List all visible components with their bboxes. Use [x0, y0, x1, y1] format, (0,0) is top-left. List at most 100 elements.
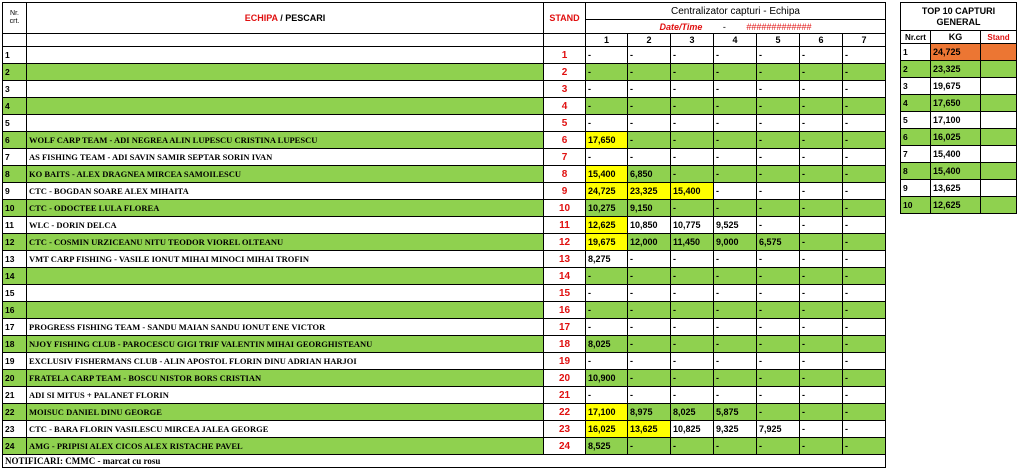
- catches-table: Nr. crt. ECHIPA / PESCARI STAND Centrali…: [2, 2, 886, 468]
- table-row: 16 16- - - - - - -: [2, 301, 886, 319]
- row-number: 24: [2, 437, 27, 455]
- stand-number: 17: [543, 318, 586, 336]
- row-number: 13: [2, 250, 27, 268]
- team-name: [26, 63, 544, 81]
- top10-row: 1 24,725: [900, 43, 1017, 61]
- stand-number: 14: [543, 267, 586, 285]
- catch-value: -: [799, 352, 843, 370]
- catch-value: -: [585, 80, 628, 98]
- table-row: 15 15- - - - - - -: [2, 284, 886, 302]
- top10-stand: [980, 77, 1017, 95]
- catch-value: -: [713, 335, 757, 353]
- table-row: 8 KO BAITS - ALEX DRAGNEA MIRCEA SAMOILES…: [2, 165, 886, 183]
- day-header: 2: [627, 33, 671, 47]
- catch-value: 11,450: [670, 233, 714, 251]
- top10-row: 2 23,325: [900, 60, 1017, 78]
- catch-value: -: [670, 369, 714, 387]
- stand-number: 5: [543, 114, 586, 132]
- catch-value: 5,875: [713, 403, 757, 421]
- catch-value: 8,975: [627, 403, 671, 421]
- team-name: CTC - BOGDAN SOARE ALEX MIHAITA: [26, 182, 544, 200]
- table-row: 6 WOLF CARP TEAM - ADI NEGREA ALIN LUPESC…: [2, 131, 886, 149]
- team-name: WOLF CARP TEAM - ADI NEGREA ALIN LUPESCU…: [26, 131, 544, 149]
- top10-stand: [980, 43, 1017, 61]
- catch-value: -: [627, 63, 671, 81]
- catch-value: -: [842, 403, 886, 421]
- team-name: CTC - BARA FLORIN VASILESCU MIRCEA JALEA…: [26, 420, 544, 438]
- top10-rank: 10: [900, 196, 931, 214]
- echipa-label: ECHIPA: [244, 12, 278, 23]
- catch-value: 10,275: [585, 199, 628, 217]
- catch-value: -: [842, 301, 886, 319]
- stand-number: 24: [543, 437, 586, 455]
- catch-value: -: [842, 369, 886, 387]
- catch-value: -: [842, 182, 886, 200]
- row-number: 1: [2, 46, 27, 64]
- catch-value: -: [585, 148, 628, 166]
- catch-value: -: [670, 131, 714, 149]
- catch-value: -: [799, 318, 843, 336]
- catch-value: -: [670, 437, 714, 455]
- catch-value: 13,625: [627, 420, 671, 438]
- catch-value: -: [799, 301, 843, 319]
- catch-value: -: [842, 352, 886, 370]
- day-header: 4: [713, 33, 757, 47]
- top10-rank: 6: [900, 128, 931, 146]
- catch-value: -: [713, 131, 757, 149]
- catch-value: -: [799, 267, 843, 285]
- catch-value: -: [713, 437, 757, 455]
- catch-value: -: [799, 148, 843, 166]
- catch-value: -: [713, 301, 757, 319]
- stand-number: 22: [543, 403, 586, 421]
- catch-value: -: [713, 250, 757, 268]
- catch-value: -: [585, 352, 628, 370]
- stand-number: 4: [543, 97, 586, 115]
- catch-value: -: [627, 369, 671, 387]
- catch-value: 9,325: [713, 420, 757, 438]
- header-separator: /: [277, 12, 286, 23]
- catch-value: -: [842, 63, 886, 81]
- row-number: 12: [2, 233, 27, 251]
- catch-value: 12,000: [627, 233, 671, 251]
- row-number: 3: [2, 80, 27, 98]
- catch-value: 7,925: [756, 420, 800, 438]
- catch-value: -: [756, 216, 800, 234]
- day-spacer-stand: [543, 33, 586, 47]
- catch-value: -: [713, 284, 757, 302]
- row-number: 2: [2, 63, 27, 81]
- team-name: NJOY FISHING CLUB - PAROCESCU GIGI TRIF …: [26, 335, 544, 353]
- catch-value: -: [842, 216, 886, 234]
- catch-value: 9,150: [627, 199, 671, 217]
- catch-value: -: [670, 284, 714, 302]
- stand-number: 19: [543, 352, 586, 370]
- team-name: EXCLUSIV FISHERMANS CLUB - ALIN APOSTOL …: [26, 352, 544, 370]
- catch-value: 19,675: [585, 233, 628, 251]
- catch-value: -: [842, 131, 886, 149]
- catch-value: -: [670, 301, 714, 319]
- catch-value: -: [842, 250, 886, 268]
- catch-value: -: [670, 46, 714, 64]
- catch-value: -: [842, 386, 886, 404]
- row-number: 14: [2, 267, 27, 285]
- stand-number: 20: [543, 369, 586, 387]
- catch-value: 10,900: [585, 369, 628, 387]
- top10-table: TOP 10 CAPTURI GENERAL Nr.crt KG Stand 1…: [900, 2, 1017, 214]
- catch-value: -: [627, 335, 671, 353]
- catch-value: 10,825: [670, 420, 714, 438]
- catch-value: -: [756, 80, 800, 98]
- top10-kg: 15,400: [930, 162, 981, 180]
- catch-value: -: [799, 233, 843, 251]
- top10-row: 7 15,400: [900, 145, 1017, 163]
- catch-value: -: [585, 97, 628, 115]
- catch-value: 8,025: [585, 335, 628, 353]
- catch-value: -: [713, 148, 757, 166]
- catch-value: -: [756, 114, 800, 132]
- catch-value: -: [670, 267, 714, 285]
- catch-value: -: [756, 165, 800, 183]
- top10-title: TOP 10 CAPTURI GENERAL: [900, 2, 1017, 31]
- stand-number: 6: [543, 131, 586, 149]
- row-number: 11: [2, 216, 27, 234]
- catch-value: -: [842, 437, 886, 455]
- catch-value: -: [756, 131, 800, 149]
